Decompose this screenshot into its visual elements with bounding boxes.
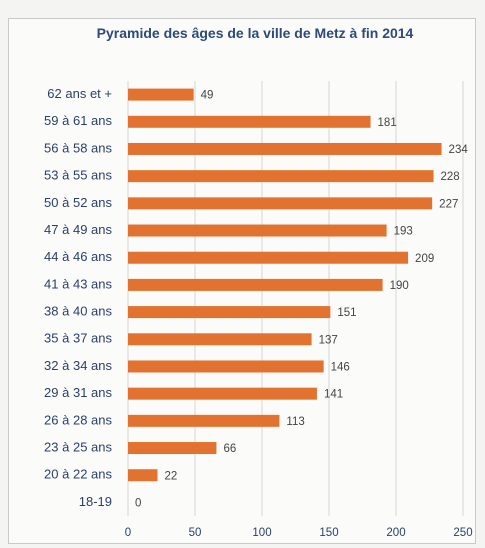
value-label: 66 [223, 443, 236, 455]
bar [128, 115, 371, 128]
value-label: 0 [135, 497, 141, 509]
value-label: 22 [164, 470, 177, 482]
bar [128, 306, 331, 319]
y-tick-label: 44 à 46 ans [44, 249, 112, 264]
bar [128, 251, 409, 264]
value-label: 227 [439, 198, 458, 210]
chart-title: Pyramide des âges de la ville de Metz à … [96, 25, 414, 41]
x-tick-label: 0 [125, 527, 131, 539]
x-tick-label: 100 [252, 527, 271, 539]
bar [128, 333, 312, 346]
y-tick-label: 26 à 28 ans [44, 412, 112, 427]
value-label: 181 [378, 117, 397, 129]
bar [128, 414, 280, 427]
y-tick-label: 20 à 22 ans [44, 467, 112, 482]
bar [128, 142, 442, 155]
value-label: 49 [201, 90, 214, 102]
y-tick-label: 29 à 31 ans [44, 385, 112, 400]
bar [128, 469, 158, 482]
value-label: 190 [390, 280, 409, 292]
value-label: 146 [331, 362, 350, 374]
y-tick-label: 56 à 58 ans [44, 140, 112, 155]
y-tick-label: 59 à 61 ans [44, 113, 112, 128]
y-tick-label: 41 à 43 ans [44, 276, 112, 291]
bar [128, 278, 383, 291]
y-tick-label: 47 à 49 ans [44, 222, 112, 237]
bar [128, 197, 433, 210]
bar [128, 170, 434, 183]
x-tick-label: 200 [386, 527, 405, 539]
bar [128, 88, 194, 101]
y-tick-label: 23 à 25 ans [44, 439, 112, 454]
bar [128, 360, 324, 373]
y-tick-label: 50 à 52 ans [44, 195, 112, 210]
x-tick-label: 50 [189, 527, 202, 539]
bar [128, 224, 387, 237]
value-label: 137 [319, 334, 338, 346]
x-tick-label: 150 [319, 527, 338, 539]
x-tick-label: 250 [453, 527, 472, 539]
y-tick-label: 38 à 40 ans [44, 304, 112, 319]
bar [128, 442, 217, 455]
y-tick-label: 35 à 37 ans [44, 331, 112, 346]
y-tick-label: 18-19 [79, 494, 112, 509]
value-label: 141 [324, 389, 343, 401]
value-label: 113 [286, 416, 304, 428]
y-tick-label: 32 à 34 ans [44, 358, 112, 373]
value-label: 228 [441, 171, 460, 183]
value-label: 151 [337, 307, 356, 319]
value-label: 234 [449, 144, 469, 156]
value-label: 193 [394, 226, 413, 238]
y-tick-label: 62 ans et + [47, 86, 112, 101]
bar [128, 387, 317, 400]
value-label: 209 [415, 253, 434, 265]
y-tick-label: 53 à 55 ans [44, 168, 112, 183]
